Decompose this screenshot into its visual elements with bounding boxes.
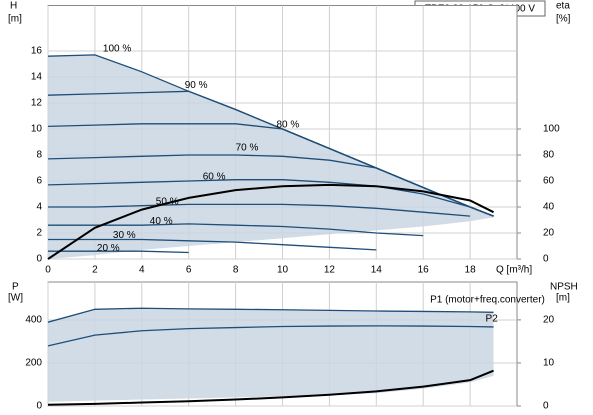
y-unit: [m] [8,14,22,25]
y2-label: eta [556,1,570,12]
x-tick-label: 12 [324,265,336,276]
curve [47,325,494,347]
y2-unit: [%] [556,14,571,25]
y-tick-label: 2 [36,228,42,239]
x-tick-label: 8 [233,265,239,276]
y2-tick-label: 100 [543,124,560,135]
x-tick-label: 18 [465,265,477,276]
curve [48,238,377,251]
x-tick-label: 10 [277,265,289,276]
curve-label: 70 % [236,143,259,154]
y2-label: NPSH [550,282,578,293]
y-unit: [W] [8,293,23,304]
x-tick-label: 6 [186,265,192,276]
y-tick-label: 0 [36,254,42,265]
y2-tick-label: 20 [543,228,555,239]
x-tick-label: 4 [139,265,145,276]
curve [47,307,494,323]
y2-tick-label: 60 [543,176,555,187]
x-tick-label: 2 [92,265,98,276]
x-tick-label: 14 [371,265,383,276]
operating-area [48,308,494,402]
x-tick-label: 0 [45,265,51,276]
y-tick-label: 0 [36,401,42,412]
y-tick-label: 400 [25,315,42,326]
y2-tick-label: 0 [543,401,549,412]
y2-tick-label: 40 [543,202,555,213]
curve-label: 100 % [103,44,131,55]
y2-tick-label: 80 [543,150,555,161]
curve [47,179,494,217]
curve [48,203,471,217]
x-tick-label: 16 [418,265,430,276]
curve [48,250,189,254]
curve [48,223,424,237]
y-tick-label: 14 [31,72,43,83]
curve-label: 60 % [203,172,226,183]
curve-label: P2 [486,314,499,325]
y-tick-label: 200 [25,358,42,369]
curve-label: 40 % [150,216,173,227]
curve-label: P1 (motor+freq.converter) [430,295,545,306]
y-tick-label: 8 [36,150,42,161]
y-tick-label: 6 [36,176,42,187]
curve-label: 80 % [277,120,300,131]
secondary-curve [47,183,494,260]
y-tick-label: 12 [31,98,43,109]
y2-tick-label: 10 [543,358,555,369]
secondary-curve [47,369,494,406]
curve-label: 30 % [113,230,136,241]
y-tick-label: 16 [31,46,43,57]
y-tick-label: 4 [36,202,42,213]
x-label: Q [m³/h] [496,265,532,276]
curve-label: 20 % [97,243,120,254]
curve-label: 90 % [185,80,208,91]
operating-area [48,54,494,260]
y2-tick-label: 20 [543,315,555,326]
y-label: H [10,1,17,12]
y-label: P [12,282,19,293]
y2-unit: [m] [556,293,570,304]
y2-tick-label: 0 [543,254,549,265]
y-tick-label: 10 [31,124,43,135]
curve-label: 50 % [156,196,179,207]
